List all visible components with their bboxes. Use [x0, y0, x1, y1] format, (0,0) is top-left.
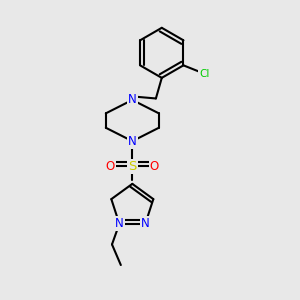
- Text: N: N: [128, 135, 137, 148]
- Text: O: O: [106, 160, 115, 173]
- Text: O: O: [150, 160, 159, 173]
- Text: N: N: [141, 217, 150, 230]
- Text: N: N: [128, 93, 137, 106]
- Text: Cl: Cl: [199, 69, 209, 79]
- Text: S: S: [128, 160, 136, 173]
- Text: N: N: [115, 217, 124, 230]
